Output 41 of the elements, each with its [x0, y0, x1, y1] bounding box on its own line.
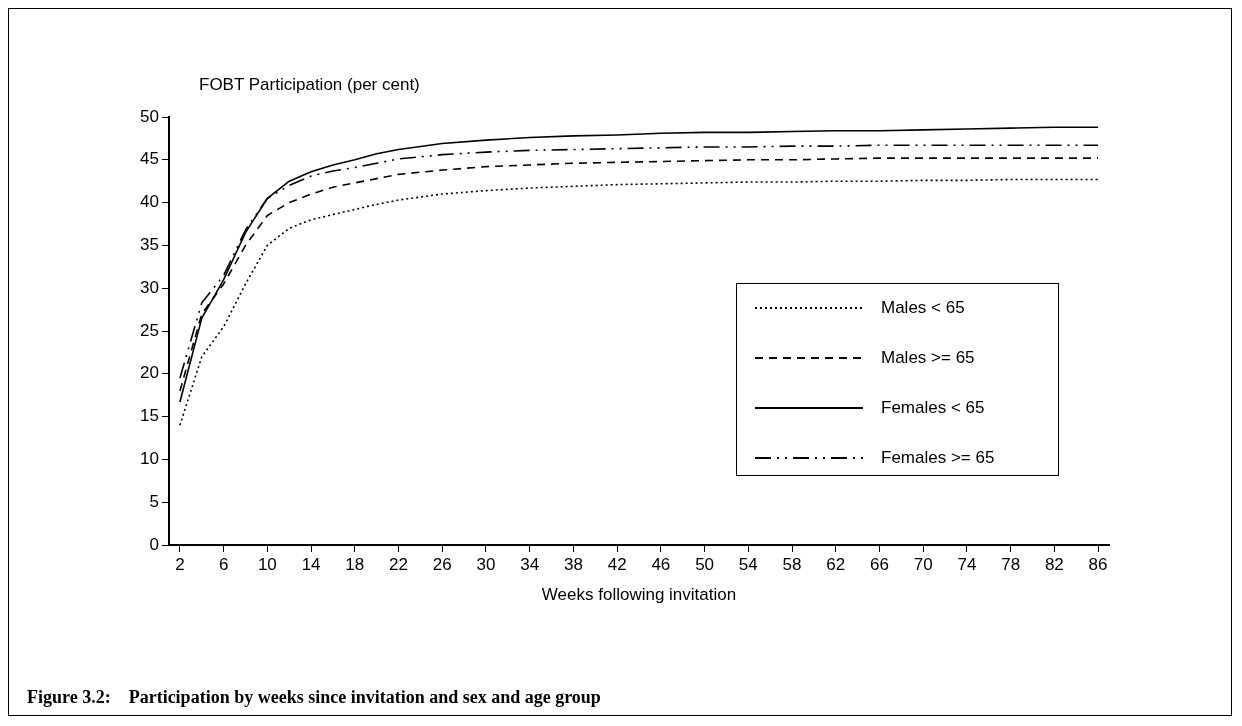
x-tick-label: 50: [695, 554, 715, 574]
legend-label: Females < 65: [881, 398, 985, 418]
x-tick-label: 86: [1088, 554, 1108, 574]
x-tick-label: 42: [607, 554, 627, 574]
y-tick-label: 45: [140, 149, 159, 169]
y-tick-label: 40: [140, 192, 159, 212]
x-tick-label: 30: [476, 554, 496, 574]
y-tick-label: 30: [140, 277, 159, 297]
x-tick-label: 26: [432, 554, 452, 574]
x-tick-label: 10: [257, 554, 277, 574]
x-tick-label: 14: [301, 554, 321, 574]
x-tick-label: 82: [1044, 554, 1064, 574]
line-series: [179, 178, 1099, 426]
y-tick-label: 10: [140, 449, 159, 469]
x-tick-label: 34: [520, 554, 540, 574]
x-tick-label: 22: [389, 554, 408, 574]
x-tick-label: 2: [175, 554, 185, 574]
y-axis-title: FOBT Participation (per cent): [199, 75, 420, 95]
x-axis-title: Weeks following invitation: [540, 585, 738, 605]
x-tick-label: 54: [738, 554, 758, 574]
x-tick-label: 74: [957, 554, 977, 574]
x-tick-label: 62: [826, 554, 846, 574]
y-tick-label: 0: [149, 534, 159, 554]
y-tick-label: 5: [149, 491, 159, 511]
x-tick-label: 46: [651, 554, 671, 574]
legend-label: Males >= 65: [881, 348, 975, 368]
x-tick-label: 38: [563, 554, 583, 574]
x-tick-label: 18: [345, 554, 365, 574]
legend-label: Males < 65: [881, 298, 965, 318]
y-tick-label: 15: [140, 406, 159, 426]
x-tick-label: 6: [218, 554, 229, 574]
text: Figure 3.2: Participation by weeks since invitation and sex and age group: [27, 687, 601, 708]
y-tick-label: 20: [140, 363, 159, 383]
x-tick-label: 66: [870, 554, 889, 574]
x-tick-label: 78: [1001, 554, 1021, 574]
legend-label: Females >= 65: [881, 448, 995, 468]
x-tick-label: 70: [913, 554, 933, 574]
y-tick-label: 35: [140, 235, 159, 255]
y-tick-label: 25: [140, 320, 159, 340]
y-tick-label: 50: [140, 106, 159, 126]
x-tick-label: 58: [782, 554, 802, 574]
